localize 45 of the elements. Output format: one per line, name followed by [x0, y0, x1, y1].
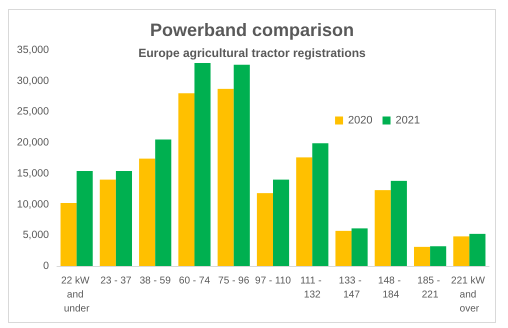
bar	[60, 203, 77, 266]
x-tick-label: 75 - 96	[218, 276, 250, 286]
bar	[430, 246, 446, 266]
bar	[76, 170, 93, 266]
x-tick-label: 97 - 110	[255, 276, 292, 286]
chart-title: Powerband comparison	[150, 20, 354, 40]
chart-subtitle: Europe agricultural tractor registrations	[138, 46, 366, 60]
x-tick-label: 221 kW and over	[451, 276, 488, 314]
x-tick-label: 23 - 37	[100, 276, 132, 286]
bar	[390, 180, 407, 266]
y-tick-label: 35,000	[16, 44, 50, 56]
bar	[100, 180, 116, 266]
x-tick-label: 148 - 184	[378, 276, 404, 300]
y-tick-label: 0	[43, 260, 50, 272]
bar	[296, 157, 312, 266]
bar	[234, 64, 250, 266]
x-tick-label: 133 - 147	[338, 276, 364, 300]
y-tick-label: 25,000	[16, 106, 50, 118]
legend-label: 2021	[396, 114, 420, 126]
y-tick-label: 30,000	[16, 74, 50, 87]
y-tick-label: 15,000	[16, 167, 50, 180]
x-tick-label: 22 kW and under	[61, 276, 92, 314]
bar	[218, 88, 234, 266]
bar	[335, 230, 352, 266]
bar	[178, 93, 194, 266]
bar	[414, 246, 430, 266]
x-tick-label: 60 - 74	[178, 276, 210, 286]
bar	[194, 62, 211, 266]
bar	[116, 170, 132, 266]
x-tick-label: 111 - 132	[300, 276, 324, 300]
bar	[352, 228, 368, 266]
x-tick-label: 185 - 221	[417, 276, 443, 300]
bar	[453, 236, 470, 266]
bar	[469, 234, 486, 266]
bar	[312, 143, 328, 266]
y-tick-label: 10,000	[16, 198, 50, 210]
legend-label: 2020	[348, 114, 373, 126]
x-tick-label: 38 - 59	[140, 276, 172, 286]
bar	[256, 193, 273, 266]
bar	[273, 180, 290, 266]
bar	[139, 158, 156, 266]
y-tick-label: 20,000	[16, 136, 50, 149]
y-tick-label: 5,000	[22, 229, 50, 242]
bar	[374, 190, 391, 266]
bar	[155, 139, 172, 266]
